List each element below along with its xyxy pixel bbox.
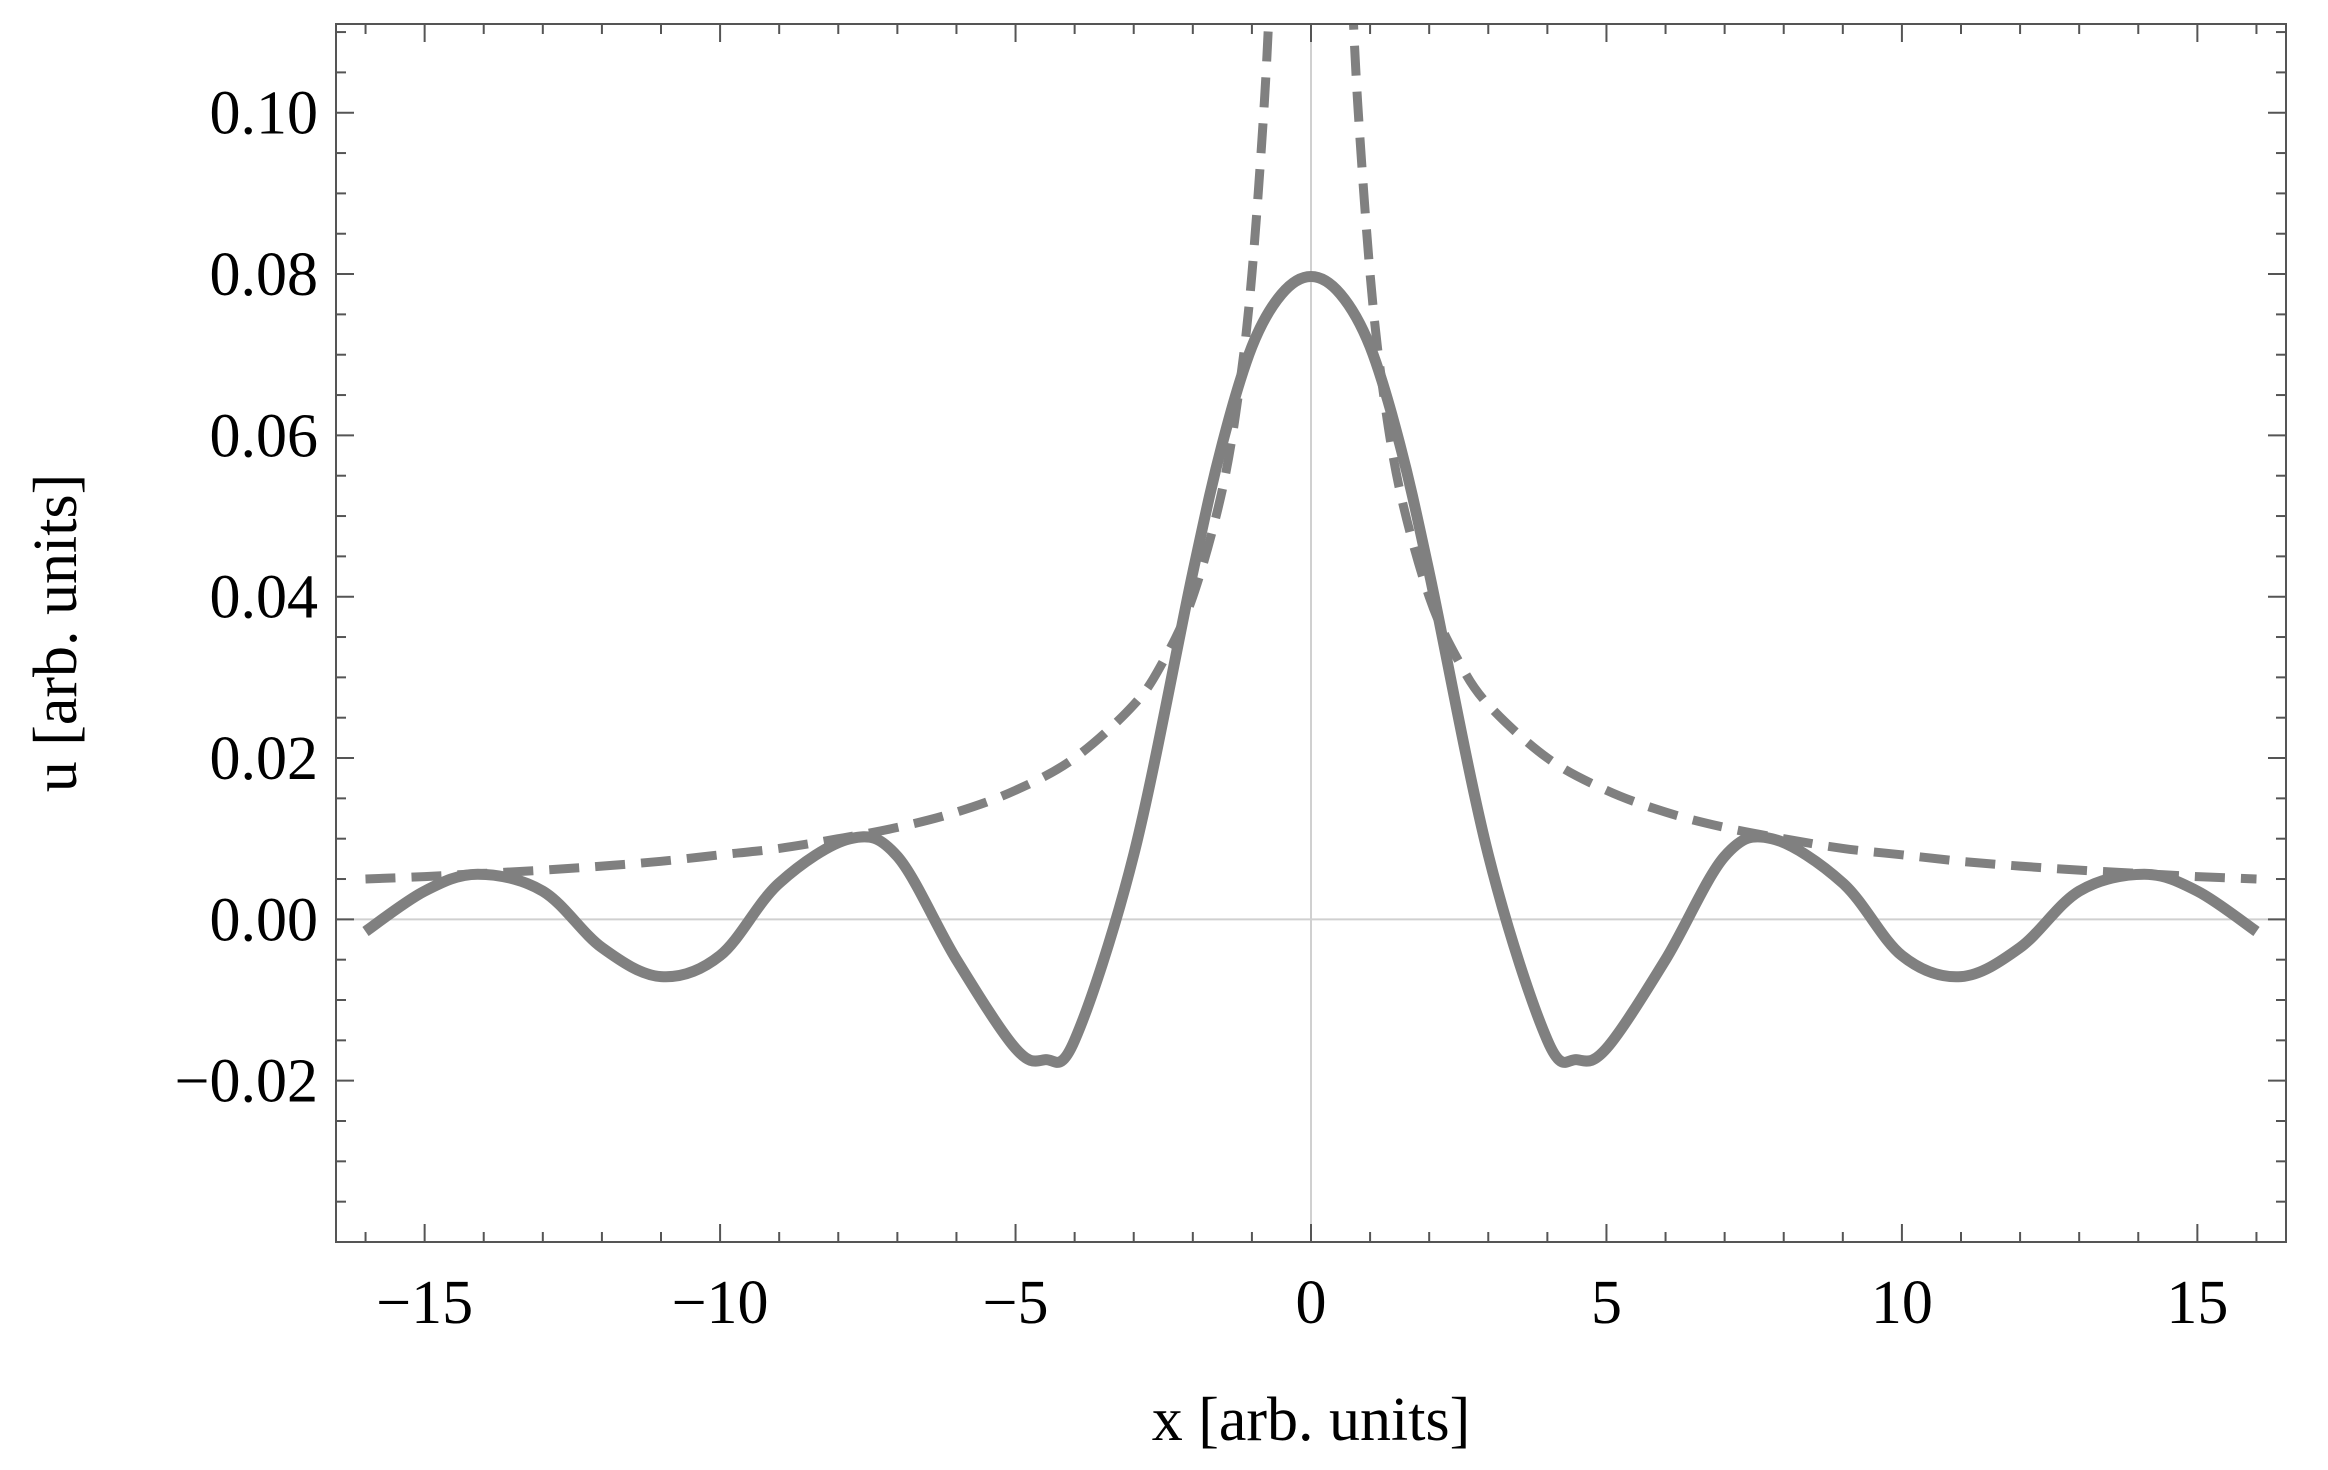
y-tick-label: 0.02 (210, 725, 319, 793)
x-tick-label: 5 (1591, 1269, 1622, 1337)
x-tick-label: 10 (1871, 1269, 1933, 1337)
series-layer (362, 24, 2260, 1068)
x-tick-label: 0 (1296, 1269, 1327, 1337)
dashed-series-left-branch (365, 24, 1273, 884)
x-tick-label: 15 (2166, 1269, 2228, 1337)
dashed-series-right-branch (1349, 24, 2257, 884)
solid-series-line (362, 271, 2260, 1068)
y-tick-label: 0.04 (210, 564, 319, 632)
x-tick-label: −10 (672, 1269, 769, 1337)
x-tick-label: −5 (983, 1269, 1049, 1337)
y-tick-label: 0.00 (210, 886, 319, 954)
y-axis-label: u [arb. units] (22, 474, 90, 793)
ticks (336, 24, 2286, 1243)
x-axis-label: x [arb. units] (1152, 1386, 1471, 1454)
x-tick-label: −15 (376, 1269, 473, 1337)
y-tick-label: 0.10 (210, 80, 319, 148)
zero-lines (336, 24, 2286, 1242)
y-tick-label: 0.06 (210, 402, 319, 470)
y-tick-label: 0.08 (210, 241, 319, 309)
y-tick-label: −0.02 (175, 1048, 318, 1116)
tick-labels: −15 −10 −5 0 5 10 15 −0.02 0.00 0.02 0.04 0.06 0.08 0… (175, 80, 2229, 1337)
